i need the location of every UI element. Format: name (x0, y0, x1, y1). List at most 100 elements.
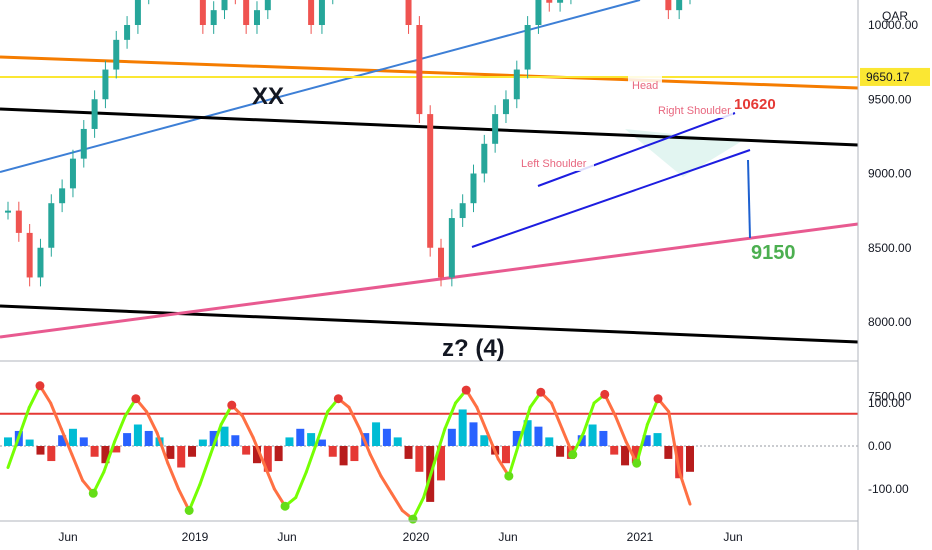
histogram-bar (58, 435, 67, 446)
buy-signal-dot (408, 514, 418, 524)
histogram-bar (664, 446, 673, 459)
candle (48, 203, 55, 248)
blue-rising-channel-upper (537, 112, 736, 187)
histogram-bar (339, 446, 348, 466)
x-tick-label: Jun (723, 530, 742, 544)
histogram-bar (469, 422, 478, 446)
histogram-bar (404, 446, 413, 459)
candle (15, 210, 22, 233)
histogram-bar (220, 426, 229, 446)
oscillator-segment (70, 453, 85, 482)
histogram-bar (534, 426, 543, 446)
x-tick-label: 2020 (403, 530, 430, 544)
histogram-bar (317, 439, 326, 446)
histogram-bar (382, 428, 391, 446)
histogram-bar (133, 424, 142, 446)
histogram-bar (4, 437, 12, 446)
oscillator-segment (390, 491, 404, 512)
oscillator-segment (443, 401, 458, 431)
histogram-bar (112, 446, 121, 453)
buy-signal-dot (88, 488, 98, 498)
histogram-bar (599, 430, 608, 446)
price-pane[interactable] (0, 0, 859, 344)
histogram-bar (25, 439, 34, 446)
oscillator-segment (113, 414, 127, 444)
buy-signal-dot (568, 450, 578, 460)
candle (665, 0, 672, 11)
oscillator-segment (518, 405, 532, 444)
oscillator-segment (304, 440, 319, 474)
candle (308, 0, 315, 25)
sell-signal-dot (131, 394, 141, 404)
histogram-bar (350, 446, 359, 462)
histogram-bar (263, 446, 272, 472)
candle (405, 0, 412, 25)
sell-signal-dot (35, 381, 45, 391)
candle (524, 25, 531, 70)
oscillator-segment (251, 435, 266, 465)
y-tick-label: 7500.00 (868, 389, 912, 403)
candle (80, 128, 87, 159)
blue-trendline (0, 0, 641, 173)
sell-signal-dot (536, 387, 546, 397)
histogram-bar (296, 428, 305, 446)
candle (459, 203, 466, 219)
histogram-bar (252, 446, 261, 464)
y-tick-label: 8500.00 (868, 241, 912, 255)
histogram-bar (447, 428, 456, 446)
buy-signal-dot (632, 458, 642, 468)
histogram-bar (480, 435, 489, 446)
oscillator-segment (645, 397, 660, 426)
blue-rising-channel-lower (471, 149, 751, 248)
histogram-bar (79, 437, 88, 446)
annotation-level-high: 10620 (734, 96, 776, 113)
histogram-bar (144, 430, 153, 446)
oscillator-segment (667, 410, 681, 474)
indicator-pane[interactable] (0, 381, 858, 524)
x-tick-label: 2019 (182, 530, 209, 544)
histogram-bar (415, 446, 424, 472)
buy-signal-dot (504, 471, 514, 481)
oscillator-segment (560, 427, 575, 457)
orange-resistance (0, 55, 859, 90)
candle (492, 114, 499, 144)
oscillator-segment (49, 401, 63, 431)
support-level-label-bg (860, 67, 930, 86)
histogram-bar (642, 435, 651, 446)
histogram-bar (188, 446, 197, 457)
indicator-y-tick-label: -100.00 (868, 482, 909, 496)
oscillator-segment (432, 427, 447, 465)
candle (221, 0, 228, 11)
sell-signal-dot (227, 400, 237, 410)
histogram-bar (437, 446, 446, 481)
candle (427, 114, 434, 248)
oscillator-segment (315, 410, 330, 444)
candle (557, 0, 564, 3)
candle (470, 173, 477, 204)
histogram-bar (577, 435, 586, 446)
buy-signal-dot (184, 506, 194, 515)
candle (448, 218, 455, 278)
oscillator-segment (198, 453, 212, 487)
candle (416, 25, 423, 115)
candle (243, 0, 250, 26)
histogram-bar (393, 437, 402, 446)
oscillator-segment (613, 414, 628, 444)
sell-signal-dot (461, 385, 471, 395)
candle (481, 143, 488, 174)
currency-label: QAR (882, 9, 908, 23)
histogram-bar (231, 435, 240, 446)
candle (253, 10, 260, 25)
oscillator-segment (486, 431, 500, 461)
oscillator-segment (6, 435, 21, 469)
oscillator-segment (145, 410, 159, 435)
annotation-left-shoulder: Left Shoulder (521, 158, 587, 170)
histogram-bar (675, 446, 684, 479)
histogram-bar (512, 430, 521, 446)
oscillator-segment (208, 423, 223, 457)
annotation-head: Head (632, 80, 658, 92)
histogram-bar (372, 422, 381, 446)
candle (124, 25, 131, 40)
